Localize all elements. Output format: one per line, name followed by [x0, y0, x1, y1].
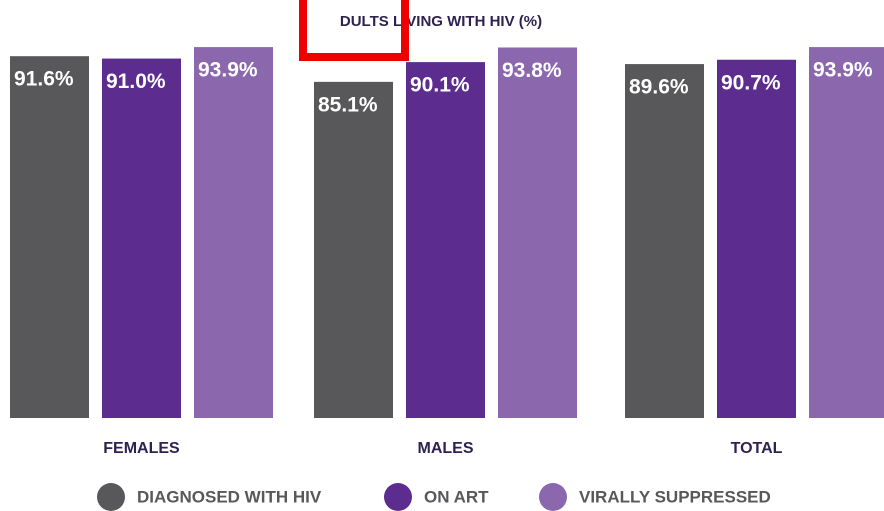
highlight-box	[299, 0, 409, 61]
value-label: 93.8%	[502, 59, 562, 82]
value-label: 91.6%	[14, 68, 74, 91]
value-label: 91.0%	[106, 70, 166, 93]
legend-swatch	[384, 483, 412, 511]
bar	[194, 47, 273, 418]
value-label: 89.6%	[629, 76, 689, 99]
legend-swatch	[539, 483, 567, 511]
x-tick-label: MALES	[418, 440, 474, 457]
bar	[406, 62, 485, 418]
bar	[625, 64, 704, 418]
value-label: 93.9%	[198, 59, 258, 82]
value-label: 90.7%	[721, 71, 781, 94]
x-tick-label: TOTAL	[731, 440, 783, 457]
value-label: 90.1%	[410, 74, 470, 97]
bar	[10, 56, 89, 419]
value-label: 93.9%	[813, 59, 873, 82]
legend-label: ON ART	[424, 487, 489, 506]
bar	[498, 47, 577, 419]
legend-label: VIRALLY SUPPRESSED	[579, 487, 771, 506]
bar	[717, 59, 796, 419]
value-label: 85.1%	[318, 93, 378, 116]
bar	[314, 81, 393, 418]
x-tick-label: FEMALES	[103, 440, 180, 457]
legend-swatch	[97, 483, 125, 511]
chart-title: DULTS LIVING WITH HIV (%)	[340, 13, 542, 30]
bar	[102, 58, 181, 419]
legend-label: DIAGNOSED WITH HIV	[137, 487, 322, 506]
bar	[809, 47, 884, 418]
